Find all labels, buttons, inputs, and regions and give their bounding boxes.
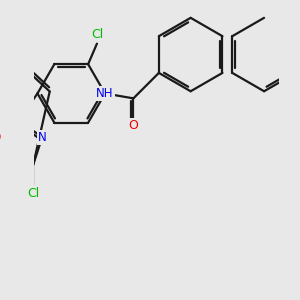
Text: Cl: Cl (27, 187, 39, 200)
Text: O: O (128, 119, 138, 132)
Text: NH: NH (96, 87, 114, 100)
Text: Cl: Cl (91, 28, 103, 41)
Text: N: N (38, 131, 46, 144)
